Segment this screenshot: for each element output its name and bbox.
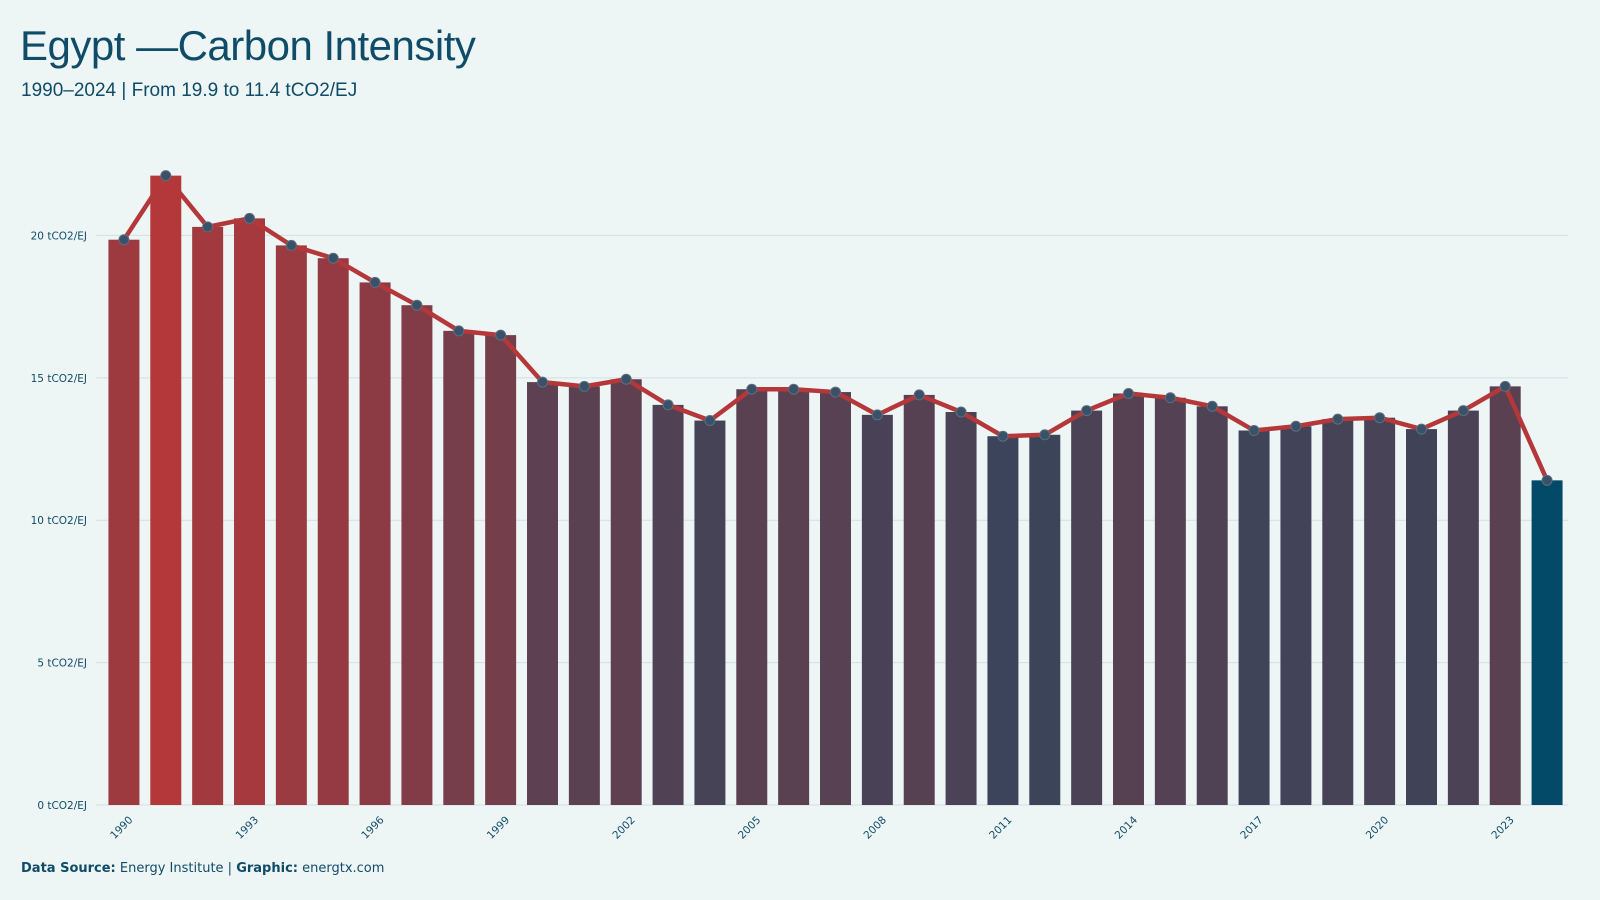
marker-2018 xyxy=(1290,420,1302,432)
x-tick-label: 2020 xyxy=(1364,814,1391,841)
chart-title: Egypt —Carbon Intensity xyxy=(20,22,476,69)
bar-2001 xyxy=(568,386,600,805)
chart-subtitle: 1990–2024 | From 19.9 to 11.4 tCO2/EJ xyxy=(21,80,358,101)
marker-2005 xyxy=(746,383,758,395)
marker-1997 xyxy=(411,299,423,311)
y-tick-label: 0 tCO2/EJ xyxy=(37,800,87,812)
x-tick-label: 1996 xyxy=(359,814,387,842)
marker-1995 xyxy=(327,252,339,264)
bar-1993 xyxy=(234,218,265,805)
bar-2007 xyxy=(820,392,851,805)
bar-2016 xyxy=(1196,406,1228,805)
bar-series xyxy=(108,175,1563,806)
y-tick-label: 15 tCO2/EJ xyxy=(31,373,87,385)
bar-2009 xyxy=(903,394,935,805)
marker-1994 xyxy=(285,239,297,251)
bar-2023 xyxy=(1489,386,1521,805)
marker-1996 xyxy=(369,276,381,288)
x-tick-label: 2002 xyxy=(610,814,637,841)
bar-2014 xyxy=(1113,393,1144,805)
x-tick-label: 2011 xyxy=(987,814,1014,841)
x-axis-ticks: 1990 1993 1996 1999 2002 2005 2008 2011 2014 2017… xyxy=(108,814,1517,842)
y-tick-label: 10 tCO2/EJ xyxy=(31,515,87,527)
marker-2006 xyxy=(788,383,800,395)
marker-2000 xyxy=(537,376,548,388)
bar-2018 xyxy=(1280,426,1312,805)
marker-2004 xyxy=(704,415,716,427)
y-tick-label: 20 tCO2/EJ xyxy=(31,230,87,242)
bar-2003 xyxy=(652,404,684,805)
marker-2014 xyxy=(1123,387,1134,399)
marker-1992 xyxy=(202,221,214,233)
marker-1991 xyxy=(160,170,172,182)
x-tick-label: 2023 xyxy=(1489,814,1516,841)
marker-2020 xyxy=(1374,412,1386,424)
bar-1992 xyxy=(192,226,224,806)
marker-2012 xyxy=(1039,429,1051,441)
x-tick-label: 2014 xyxy=(1113,814,1141,842)
x-tick-label: 1993 xyxy=(234,814,261,841)
bar-1997 xyxy=(401,305,433,805)
bar-1999 xyxy=(485,335,517,805)
y-axis-ticks: 0 tCO2/EJ 5 tCO2/EJ 10 tCO2/EJ 15 tCO2/EJ 20… xyxy=(31,230,87,812)
bar-2024 xyxy=(1531,480,1563,805)
marker-2021 xyxy=(1416,423,1427,435)
bar-2006 xyxy=(778,389,810,805)
marker-1999 xyxy=(495,329,507,341)
bar-2005 xyxy=(736,389,768,805)
bar-1991 xyxy=(150,175,182,805)
x-tick-label: 1990 xyxy=(108,814,135,841)
marker-2019 xyxy=(1332,413,1344,425)
bar-2020 xyxy=(1364,417,1396,805)
bar-2010 xyxy=(945,412,977,805)
bar-2022 xyxy=(1447,410,1479,805)
bar-1990 xyxy=(108,239,140,805)
marker-2001 xyxy=(578,380,590,392)
bar-2013 xyxy=(1071,410,1103,805)
y-tick-label: 5 tCO2/EJ xyxy=(37,658,87,670)
marker-2022 xyxy=(1457,405,1469,417)
marker-2008 xyxy=(871,409,883,421)
marker-2024 xyxy=(1541,474,1553,486)
footer-credits: Data Source: Energy Institute | Graphic:… xyxy=(21,861,384,876)
marker-1993 xyxy=(244,212,255,224)
x-tick-label: 2017 xyxy=(1238,814,1265,841)
bar-1995 xyxy=(317,258,349,805)
marker-2011 xyxy=(997,430,1009,442)
graphic-value: energtx.com xyxy=(302,861,385,876)
marker-2016 xyxy=(1206,400,1218,412)
x-tick-label: 1999 xyxy=(485,814,512,841)
marker-2023 xyxy=(1499,380,1511,392)
marker-series xyxy=(118,170,1553,486)
bar-2004 xyxy=(694,420,726,805)
source-value: Energy Institute | xyxy=(119,861,233,876)
bar-2021 xyxy=(1406,429,1437,805)
marker-2013 xyxy=(1081,405,1093,417)
bar-2019 xyxy=(1322,419,1354,805)
marker-2015 xyxy=(1164,392,1176,404)
bar-2011 xyxy=(987,436,1019,805)
bar-2015 xyxy=(1154,397,1186,805)
bar-1994 xyxy=(275,245,307,806)
marker-2009 xyxy=(913,389,925,401)
marker-2007 xyxy=(830,386,841,398)
marker-2002 xyxy=(620,373,632,385)
marker-2017 xyxy=(1248,425,1260,437)
x-tick-label: 2005 xyxy=(736,814,763,841)
graphic-label: Graphic: xyxy=(236,861,298,876)
bar-2008 xyxy=(861,414,893,805)
marker-2003 xyxy=(662,399,674,411)
bar-1996 xyxy=(359,282,391,805)
bar-1998 xyxy=(443,330,475,805)
marker-1998 xyxy=(453,325,465,337)
bar-2017 xyxy=(1238,430,1270,805)
source-label: Data Source: xyxy=(21,861,116,876)
bar-2000 xyxy=(527,382,558,805)
marker-1990 xyxy=(118,234,130,246)
marker-2010 xyxy=(955,406,967,418)
bar-2002 xyxy=(610,379,642,805)
bar-2012 xyxy=(1029,434,1061,805)
x-tick-label: 2008 xyxy=(862,814,889,841)
